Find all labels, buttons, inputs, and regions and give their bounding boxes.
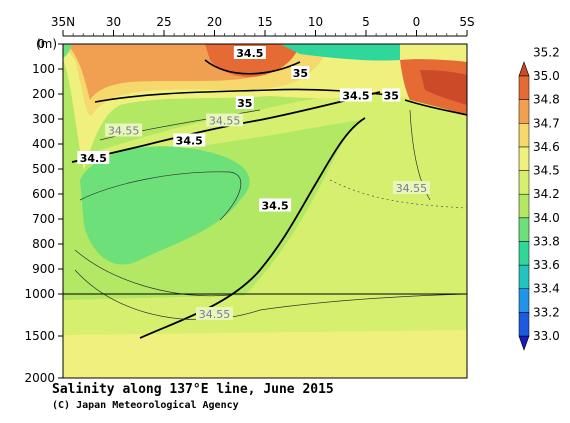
contour-label: 35	[384, 90, 399, 103]
contour-label-bg	[173, 133, 206, 147]
contour-label-bg	[392, 181, 430, 194]
contour-label-bg	[339, 88, 372, 102]
y-tick-label: 600	[32, 187, 55, 201]
y-tick-label: 1000	[24, 287, 55, 301]
field-upper-35-0b	[205, 44, 300, 78]
x-tick-label: 35N	[51, 15, 75, 29]
colorbar-label: 34.6	[533, 140, 560, 154]
y-tick-label: 2000	[24, 371, 55, 385]
contour-label: 34.5	[262, 200, 289, 213]
y-tick-label: 0	[37, 37, 45, 51]
colorbar-swatch	[518, 264, 530, 289]
field-deep-34-6	[63, 330, 467, 378]
colorbar-label: 35.0	[533, 69, 560, 83]
colorbar-label: 33.2	[533, 305, 560, 319]
x-tick-label: 15	[257, 15, 272, 29]
colorbar-label: 34.2	[533, 187, 560, 201]
contour-label: 35	[237, 97, 252, 110]
colorbar-label: 35.2	[533, 45, 560, 59]
x-tick-label: 0	[413, 15, 421, 29]
y-axis-unit: (m)	[36, 37, 57, 51]
colorbar-swatch	[518, 241, 530, 266]
contour-label-bg	[77, 151, 110, 164]
colorbar-label: 34.7	[533, 116, 560, 130]
colorbar: 33.0 33.2 33.4 33.6 33.8 34.0 34.2 34.5 34.6 34.7…	[518, 45, 560, 351]
y-tick-label: 800	[32, 237, 55, 251]
colorbar-label: 34.5	[533, 164, 560, 178]
contour-labels: 34.5 35 35 34.5 35 34.55 34.55 34.5 34.5 34.55 34.…	[77, 46, 430, 321]
contour-35-eq	[404, 99, 467, 116]
x-tick-label: 10	[308, 15, 323, 29]
field-nptw-34-0	[80, 146, 250, 265]
y-tick-label: 500	[32, 162, 55, 176]
x-tick-label: 25	[156, 15, 171, 29]
field-surface-33-8	[280, 44, 400, 61]
field-eq-35-2	[420, 70, 467, 105]
chart-credit: (C) Japan Meteorological Agency	[52, 399, 239, 411]
contour-label: 34.5	[80, 152, 107, 165]
chart-title: Salinity along 137°E line, June 2015	[52, 382, 334, 397]
contour-label-bg	[206, 113, 244, 127]
contour-thin-3	[74, 269, 467, 320]
contour-label-bg	[259, 198, 292, 212]
colorbar-swatch	[518, 123, 530, 148]
colorbar-top-arrow	[518, 61, 530, 77]
colorbar-label: 33.6	[533, 258, 560, 272]
colorbar-label: 33.0	[533, 329, 560, 343]
y-axis: 0 100 200 300 400 500 600 700 800 900 1000 1500 2000	[24, 37, 63, 385]
y-tick-label: 400	[32, 137, 55, 151]
contour-label: 35	[293, 67, 308, 80]
contour-thin-1	[79, 171, 242, 221]
colorbar-swatch	[518, 217, 530, 242]
x-tick-label: 20	[207, 15, 222, 29]
contour-label: 34.55	[209, 115, 241, 128]
contour-label-bg	[105, 123, 143, 137]
contour-label-bg	[382, 88, 401, 102]
contour-label-bg	[196, 307, 233, 320]
x-axis: 35N 30 25 20 15 10 5 0 5S	[51, 15, 475, 36]
y-tick-label: 700	[32, 212, 55, 226]
contour-34-5-upper	[71, 91, 381, 163]
colorbar-swatch	[518, 312, 530, 337]
y-tick-label: 1500	[24, 329, 55, 343]
contour-label: 34.5	[176, 135, 203, 148]
y-tick-label: 200	[32, 87, 55, 101]
colorbar-swatch	[518, 170, 530, 195]
colorbar-label: 33.8	[533, 234, 560, 248]
colorbar-swatch	[518, 75, 530, 100]
colorbar-swatch	[518, 99, 530, 124]
contour-label: 34.5	[236, 47, 263, 60]
colorbar-swatch	[518, 288, 530, 313]
y-tick-label: 100	[32, 62, 55, 76]
contour-label-bg	[235, 96, 254, 109]
colorbar-label: 33.4	[533, 282, 560, 296]
x-tick-label: 5S	[459, 15, 474, 29]
x-tick-label: 5	[362, 15, 370, 29]
colorbar-bottom-arrow	[518, 335, 530, 351]
colorbar-swatch	[518, 193, 530, 219]
contour-label-bg	[291, 66, 310, 79]
contour-thin-4	[99, 109, 261, 141]
x-tick-label: 30	[106, 15, 121, 29]
colorbar-label: 34.0	[533, 211, 560, 225]
y-tick-label: 300	[32, 112, 55, 126]
y-tick-label: 900	[32, 262, 55, 276]
contour-label: 34.5	[342, 90, 369, 103]
contour-dotted-1	[329, 179, 467, 209]
contour-thin-2	[74, 249, 231, 297]
contour-label: 34.55	[199, 308, 231, 321]
contour-35-core	[204, 59, 301, 75]
contour-label-bg	[233, 46, 266, 59]
contour-label: 34.55	[108, 125, 140, 138]
field-north-surface	[63, 44, 72, 58]
plot-frame	[62, 43, 468, 379]
colorbar-label: 34.8	[533, 93, 560, 107]
contour-label: 34.55	[396, 182, 428, 195]
colorbar-swatch	[518, 146, 530, 171]
